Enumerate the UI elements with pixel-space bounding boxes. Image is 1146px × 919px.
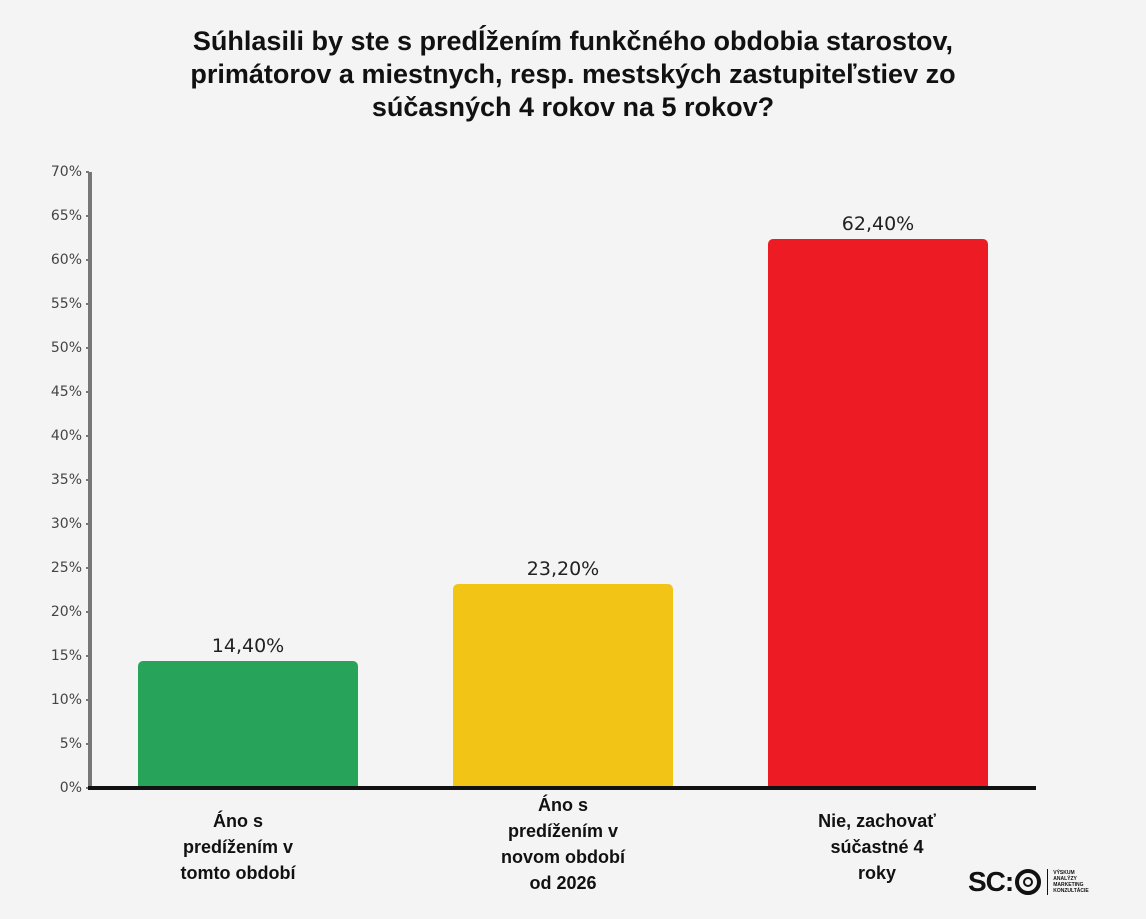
y-tick-mark [86,171,89,173]
bar-value-label: 14,40% [211,635,285,658]
y-tick-mark [86,699,89,701]
y-tick-label: 70% [50,164,82,180]
y-tick-label: 35% [50,472,82,488]
y-tick-mark [86,215,89,217]
y-tick-label: 20% [50,604,82,620]
y-tick-mark [86,303,89,305]
y-tick-label: 15% [50,648,82,664]
y-tick-mark [86,787,89,789]
bar-2 [453,583,673,788]
y-tick-label: 60% [50,252,82,268]
category-label-2: Áno s predížením v novom období od 2026 [501,795,625,893]
y-tick-mark [86,259,89,261]
y-tick-label: 25% [50,560,82,576]
y-tick-mark [86,611,89,613]
y-tick-mark [86,391,89,393]
y-tick-label: 65% [50,208,82,224]
y-axis-line [88,172,92,790]
category-label-3: Nie, zachovať súčastné 4 roky [818,811,936,883]
y-tick-label: 0% [59,780,82,796]
sc-logo: SC: VÝSKUM ANALÝZY MARKETING KONZULTÁCIE [968,866,1089,898]
bar-value-label: 23,20% [526,557,600,580]
logo-magnifier-icon [1015,869,1042,895]
y-tick-label: 50% [50,340,82,356]
y-tick-mark [86,655,89,657]
y-tick-mark [86,479,89,481]
logo-divider [1047,869,1049,895]
y-tick-mark [86,567,89,569]
bar-1 [138,661,358,788]
bar-3 [768,238,988,788]
y-tick-label: 10% [50,692,82,708]
title-line-1: Súhlasili by ste s predĺžením funkčného … [192,26,954,56]
chart-title: Súhlasili by ste s predĺžením funkčného … [60,25,1086,124]
x-axis-line [88,786,1036,790]
title-line-3: súčasných 4 rokov na 5 rokov? [371,92,775,122]
logo-mark: SC: [968,866,1014,897]
y-tick-label: 55% [50,296,82,312]
y-tick-label: 40% [50,428,82,444]
bar-value-label: 62,40% [841,212,915,235]
y-tick-label: 45% [50,384,82,400]
y-tick-label: 5% [59,736,82,752]
title-line-2: primátorov a miestnych, resp. mestských … [190,59,956,89]
y-tick-label: 30% [50,516,82,532]
y-tick-mark [86,347,89,349]
category-label-1: Áno s predížením v tomto období [180,811,296,883]
y-tick-mark [86,523,89,525]
y-tick-mark [86,743,89,745]
y-tick-mark [86,435,89,437]
logo-tagline: VÝSKUM ANALÝZY MARKETING KONZULTÁCIE [1053,870,1089,894]
